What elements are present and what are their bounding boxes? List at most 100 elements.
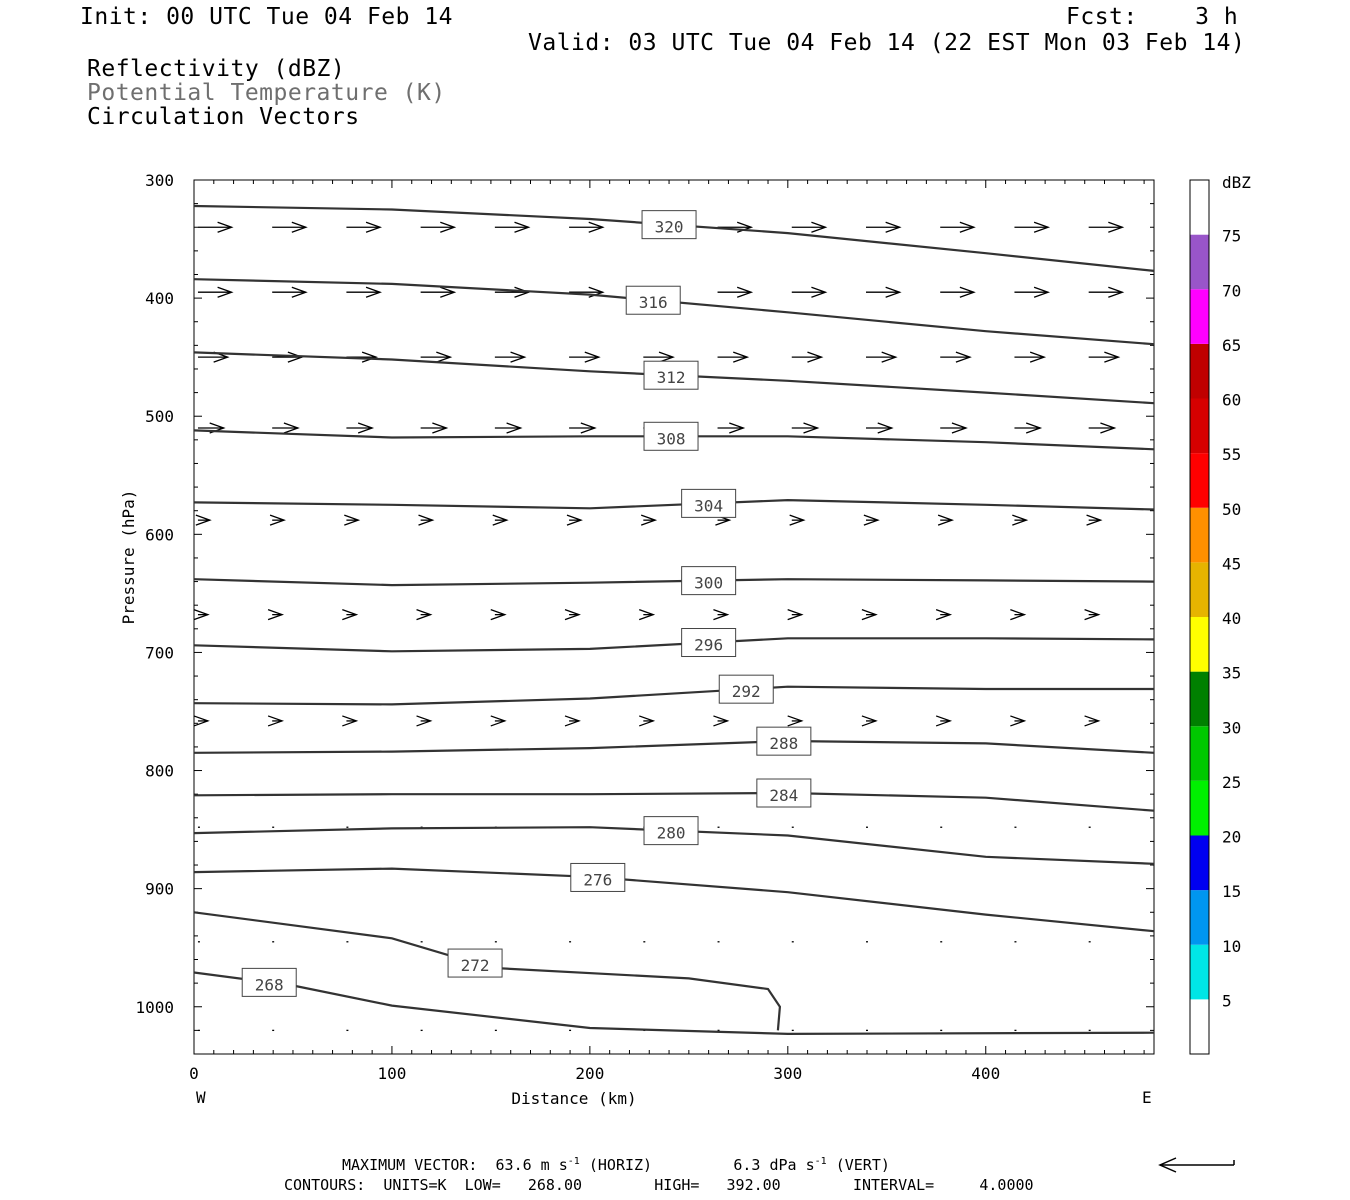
- vector-arrowhead: [418, 514, 435, 526]
- theta-contour-316: [193, 278, 1155, 346]
- east-label: E: [1142, 1088, 1152, 1107]
- field-circulation-vectors: Circulation Vectors: [87, 104, 360, 130]
- vector-arrowhead: [267, 609, 285, 621]
- vector-arrowhead: [566, 514, 583, 526]
- contour-label-box: [625, 285, 681, 315]
- vector-arrowhead: [807, 351, 824, 363]
- x-tick-label: 400: [971, 1064, 1000, 1083]
- vector-arrowhead: [1010, 715, 1027, 727]
- colorbar-tick-label: 45: [1222, 554, 1241, 573]
- colorbar-segment: [1190, 726, 1209, 781]
- max-vector-line: MAXIMUM VECTOR: 63.6 m s-1 (HORIZ) 6.3 d…: [342, 1156, 890, 1174]
- x-tick-label: 0: [189, 1064, 199, 1083]
- contour-label: 268: [255, 975, 284, 994]
- vector-arrowhead: [492, 514, 509, 526]
- vector-arrowhead: [658, 351, 675, 363]
- contours-info: CONTOURS: UNITS=K LOW= 268.00 HIGH= 392.…: [284, 1176, 1034, 1194]
- vector-arrowhead: [342, 609, 359, 621]
- contour-label: 276: [583, 870, 612, 889]
- vector-arrowhead: [564, 609, 581, 621]
- x-tick-label: 200: [575, 1064, 604, 1083]
- contour-label: 300: [694, 574, 723, 593]
- colorbar-segment: [1190, 890, 1209, 945]
- vector-arrowhead: [937, 514, 955, 526]
- contour-label-box: [681, 628, 737, 658]
- theta-contour-268: [193, 971, 1155, 1036]
- colorbar-tick-label: 55: [1222, 445, 1241, 464]
- colorbar-tick-label: 40: [1222, 609, 1241, 628]
- contour-label: 288: [769, 734, 798, 753]
- contour-label-box: [570, 862, 626, 892]
- contour-label: 312: [657, 368, 686, 387]
- colorbar-segment: [1190, 453, 1209, 508]
- vector-arrowhead: [935, 715, 953, 727]
- vector-arrowhead: [1108, 221, 1125, 233]
- colorbar-segment: [1190, 234, 1209, 290]
- theta-contour-296: [193, 637, 1155, 653]
- vector-arrowhead: [269, 514, 286, 526]
- y-tick-label: 900: [145, 880, 174, 899]
- vector-arrowhead: [365, 221, 382, 233]
- colorbar-segment: [1190, 562, 1209, 617]
- vector-arrowhead: [638, 715, 656, 727]
- theta-contour-304: [193, 498, 1155, 511]
- colorbar-segment: [1190, 617, 1209, 672]
- vector-arrowhead: [432, 422, 449, 434]
- vector-arrowhead: [506, 422, 523, 434]
- contour-label-box: [241, 967, 297, 997]
- x-tick-label: 100: [377, 1064, 406, 1083]
- contour-label: 272: [461, 956, 490, 975]
- vector-arrowhead: [935, 609, 953, 621]
- vector-arrowhead: [1029, 351, 1047, 363]
- vector-arrowhead: [1025, 422, 1043, 434]
- max-horiz-value: 63.6 m s: [495, 1156, 568, 1174]
- vector-arrowhead: [490, 715, 507, 727]
- vector-arrowhead: [416, 715, 433, 727]
- colorbar-frame: [1189, 179, 1210, 1055]
- vector-arrowhead: [440, 286, 457, 298]
- vector-arrowhead: [881, 351, 898, 363]
- contour-label: 280: [657, 824, 686, 843]
- vector-arrowhead: [955, 351, 972, 363]
- vector-arrowhead: [440, 221, 457, 233]
- init-time: Init: 00 UTC Tue 04 Feb 14: [80, 4, 454, 30]
- max-vert-unit: (VERT): [835, 1156, 890, 1174]
- colorbar-tick-label: 65: [1222, 336, 1241, 355]
- vector-arrowhead: [885, 286, 902, 298]
- vector-arrowhead: [789, 514, 806, 526]
- vector-arrowhead: [1084, 715, 1101, 727]
- contour-label-box: [447, 948, 503, 978]
- max-horiz-exponent: -1: [567, 1156, 580, 1167]
- y-tick-label: 600: [145, 525, 174, 544]
- colorbar-tick-label: 35: [1222, 664, 1241, 683]
- colorbar-tick-label: 10: [1222, 937, 1241, 956]
- contour-label: 292: [732, 682, 761, 701]
- vector-arrowhead: [344, 514, 361, 526]
- vector-arrowhead: [291, 221, 308, 233]
- colorbar-tick-label: 20: [1222, 828, 1241, 847]
- vector-arrowhead: [291, 286, 308, 298]
- vector-arrowhead: [1108, 286, 1125, 298]
- vector-arrowhead: [584, 351, 601, 363]
- vector-arrowhead: [1086, 514, 1103, 526]
- y-tick-label: 500: [145, 407, 174, 426]
- vector-arrowhead: [436, 351, 453, 363]
- vector-arrowhead: [357, 422, 375, 434]
- contour-label-box: [643, 816, 699, 846]
- colorbar-segment: [1190, 398, 1209, 454]
- colorbar-segment: [1190, 999, 1209, 1054]
- max-vert-value: 6.3 dPa s: [733, 1156, 815, 1174]
- colorbar-title: dBZ: [1222, 173, 1251, 192]
- colorbar-segment: [1190, 780, 1209, 836]
- vector-arrowhead: [580, 422, 597, 434]
- field-reflectivity: Reflectivity (dBZ): [87, 56, 346, 82]
- colorbar-tick-label: 50: [1222, 500, 1241, 519]
- vector-arrowhead: [787, 609, 804, 621]
- contour-label: 296: [694, 636, 723, 655]
- theta-contour-300: [193, 578, 1155, 587]
- colorbar-tick-label: 30: [1222, 718, 1241, 737]
- contour-label: 304: [694, 496, 723, 515]
- y-tick-label: 800: [145, 762, 174, 781]
- valid-time: Valid: 03 UTC Tue 04 Feb 14 (22 EST Mon …: [528, 30, 1246, 56]
- field-potential-temperature: Potential Temperature (K): [87, 80, 446, 106]
